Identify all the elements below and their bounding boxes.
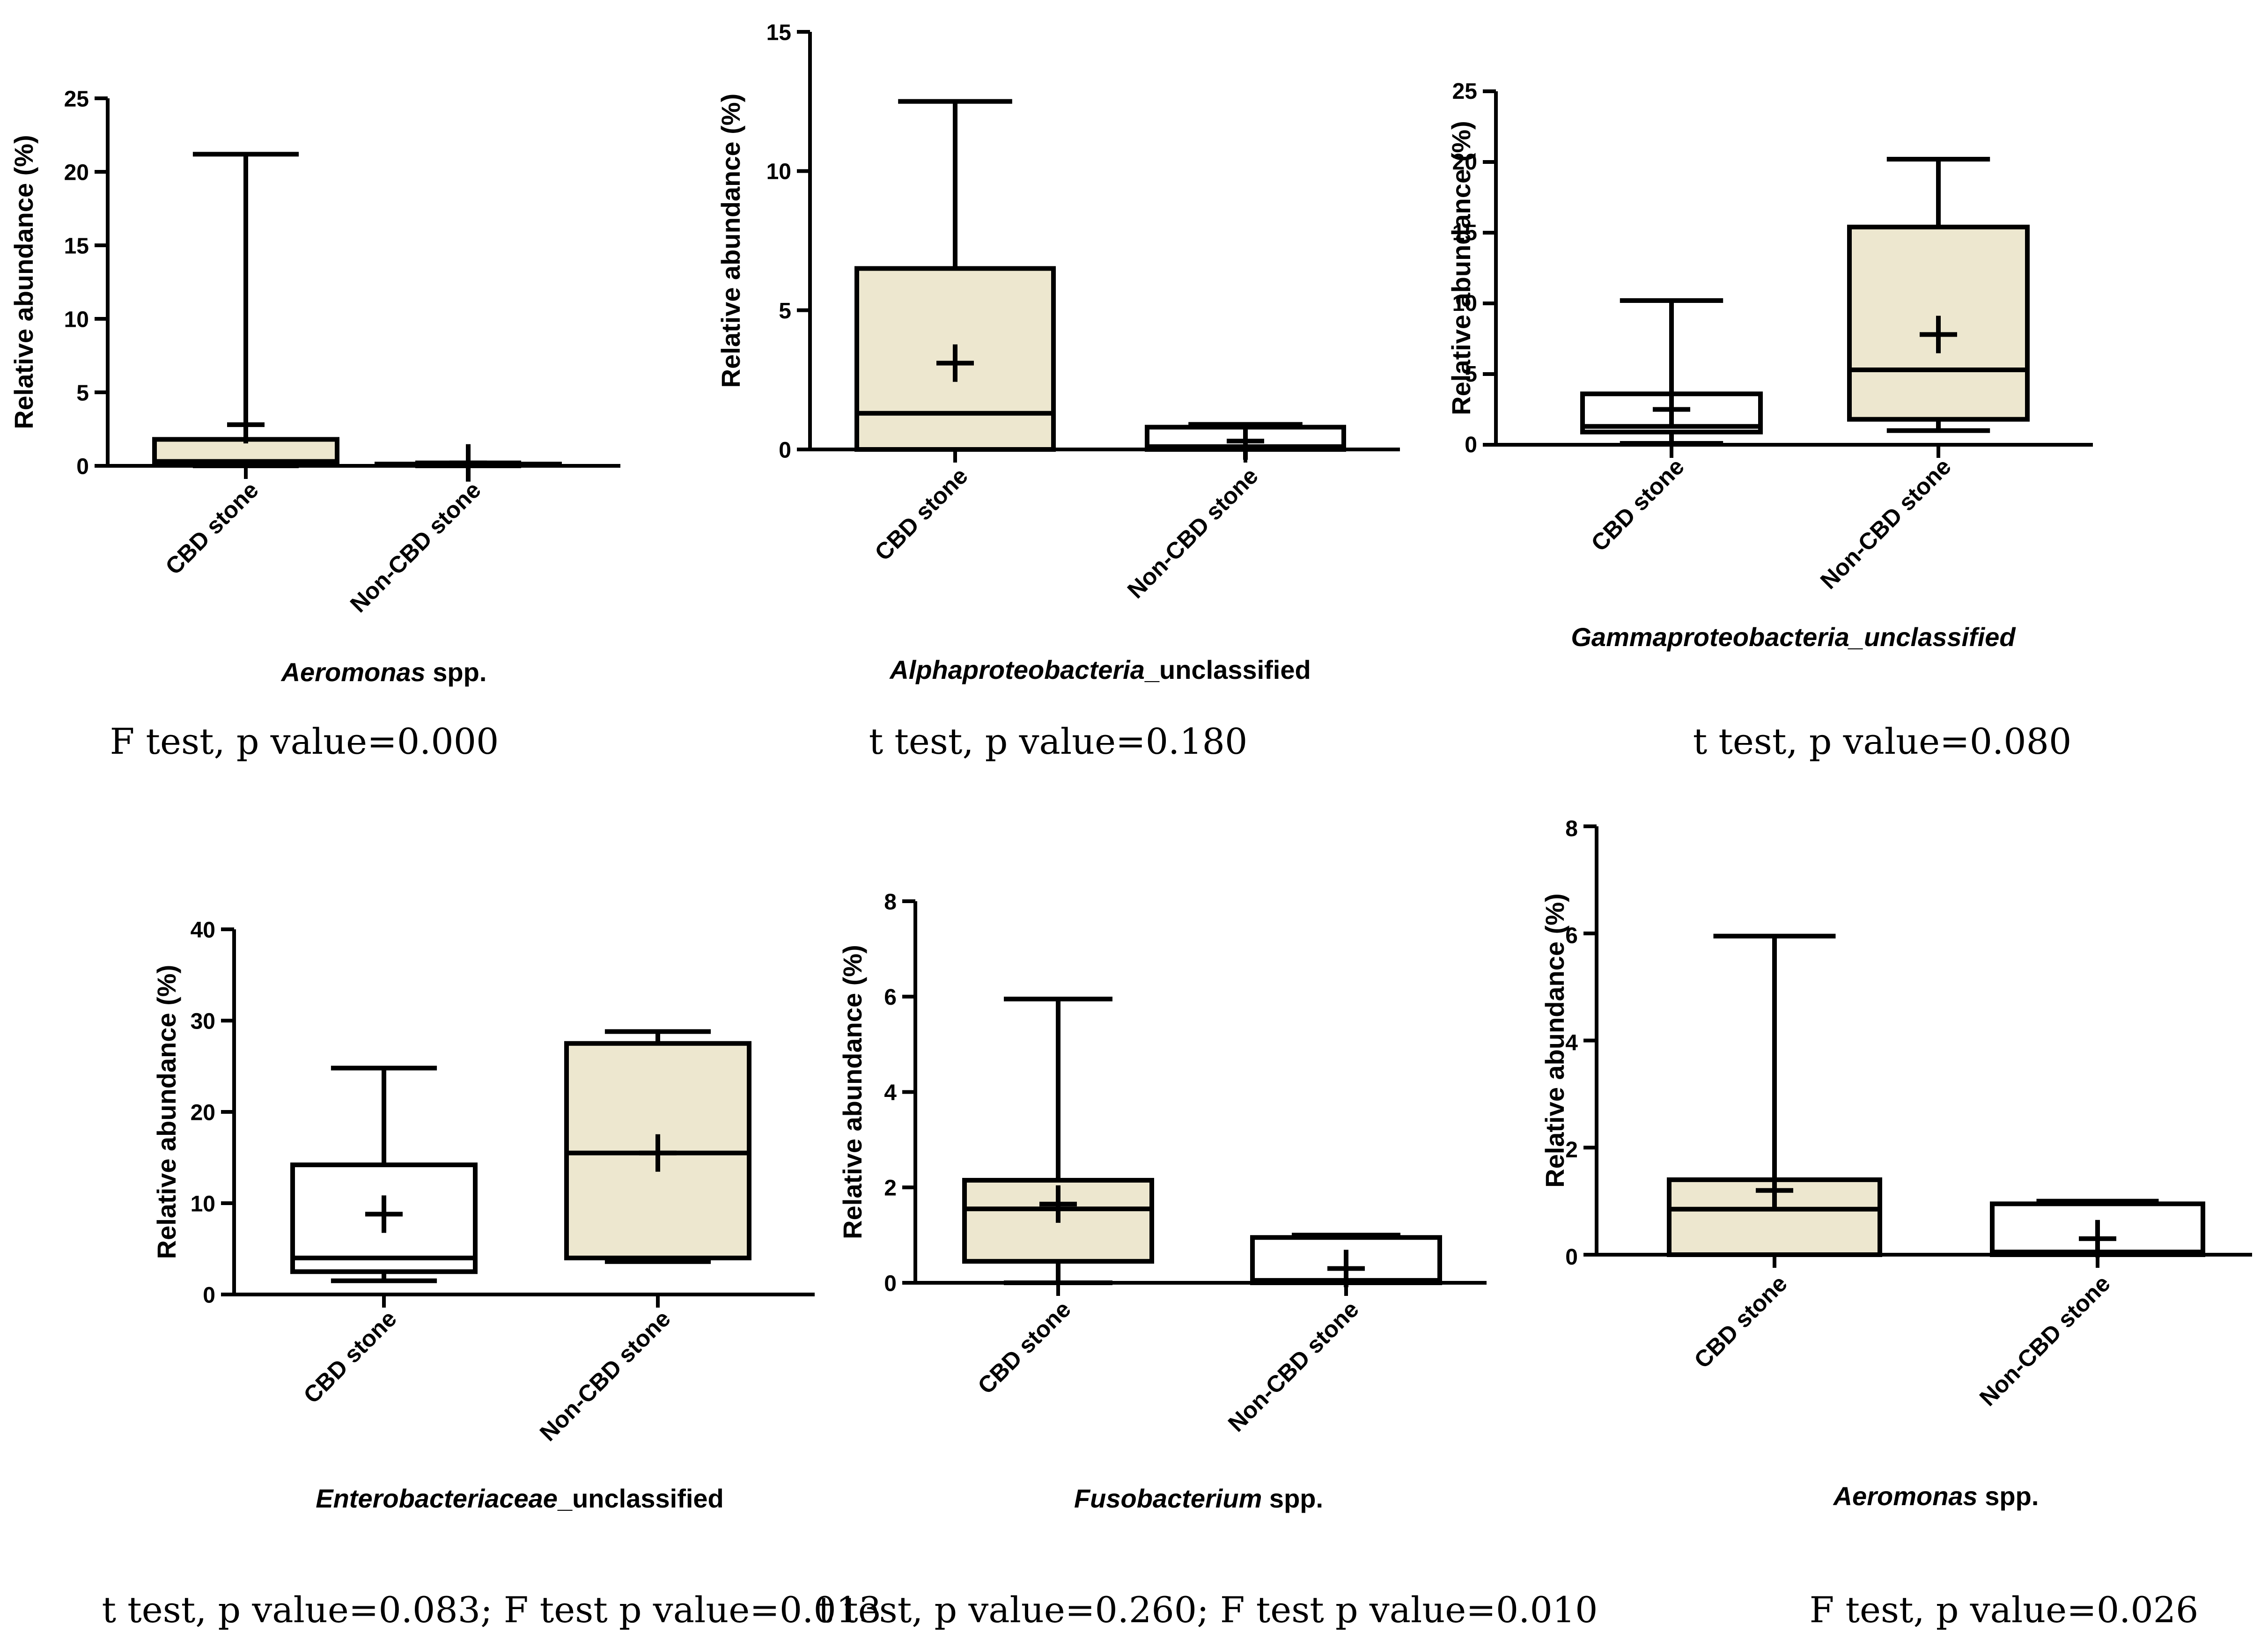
- chart-panel-6: 0 2 4 6 8 Relative abundance (%) CBD stone Non-…: [1540, 816, 2252, 1631]
- y-axis-label: Relative abundance (%): [9, 135, 38, 429]
- category-label: Non-CBD stone: [345, 477, 486, 618]
- y-tick-label: 10: [191, 1191, 215, 1216]
- category-label: Non-CBD stone: [1974, 1270, 2115, 1411]
- category-label: Non-CBD stone: [1223, 1296, 1364, 1437]
- chart-title: Fusobacterium spp.: [1074, 1484, 1323, 1513]
- y-tick-label: 0: [1565, 1245, 1578, 1270]
- chart-title-rest: spp.: [426, 657, 487, 687]
- y-tick-label: 10: [1452, 291, 1477, 316]
- chart-title: Aeromonas spp.: [280, 657, 487, 687]
- box-2: [1847, 156, 2030, 433]
- chart-title-italic: Aeromonas: [280, 657, 426, 687]
- category-label: CBD stone: [160, 477, 263, 580]
- y-tick-label: 0: [884, 1271, 897, 1296]
- chart-title: Aeromonas spp.: [1833, 1481, 2039, 1511]
- y-tick-label: 5: [779, 299, 791, 324]
- box-2: [375, 444, 562, 482]
- chart-title-italic: Alphaproteobacteria: [889, 655, 1145, 684]
- chart-title-italic: Fusobacterium: [1074, 1484, 1262, 1513]
- box-1: [854, 99, 1056, 452]
- category-label: Non-CBD stone: [1815, 453, 1956, 594]
- chart-title: Gammaproteobacteria_unclassified: [1571, 622, 2016, 652]
- box-2: [1145, 422, 1346, 460]
- box-2: [564, 1029, 751, 1264]
- y-tick-label: 5: [1465, 362, 1477, 387]
- chart-panel-2: 0 5 10 15 Relative abundance (%) CBD stone Non…: [716, 20, 1400, 762]
- chart-title-italic: Enterobacteriaceae: [316, 1484, 558, 1513]
- chart-title-rest: spp.: [1262, 1484, 1323, 1513]
- category-label: CBD stone: [1689, 1270, 1792, 1373]
- box-1: [152, 152, 339, 468]
- y-tick-label: 10: [766, 160, 791, 184]
- y-tick-label: 0: [203, 1283, 215, 1308]
- chart-title-rest: _unclassified: [557, 1484, 724, 1513]
- box-1: [962, 996, 1154, 1285]
- chart-panel-5: 0 2 4 6 8 Relative abundance (%) CBD stone Non-…: [818, 890, 1598, 1631]
- y-axis-label: Relative abundance (%): [838, 945, 867, 1239]
- stat-label: t test, p value=0.180: [869, 721, 1248, 762]
- y-tick-label: 40: [191, 918, 215, 942]
- y-tick-label: 20: [1452, 150, 1477, 175]
- y-tick-label: 15: [64, 234, 89, 258]
- y-tick-label: 4: [1565, 1030, 1578, 1055]
- y-tick-label: 25: [1452, 79, 1477, 104]
- chart-title: Enterobacteriaceae_unclassified: [316, 1484, 724, 1513]
- stat-label: t test, p value=0.080: [1693, 721, 2072, 762]
- category-label: CBD stone: [298, 1305, 401, 1408]
- chart-panel-4: 0 10 20 30 40 Relative abundance (%) CBD stone…: [102, 918, 881, 1631]
- y-tick-label: 0: [1465, 433, 1477, 457]
- y-tick-label: 30: [191, 1009, 215, 1034]
- category-label: CBD stone: [1586, 453, 1689, 556]
- chart-title-rest: spp.: [1978, 1481, 2039, 1511]
- y-tick-label: 2: [1565, 1138, 1578, 1162]
- chart-title-rest: _unclassified: [1144, 655, 1311, 684]
- y-axis-label: Relative abundance (%): [1540, 893, 1569, 1188]
- y-tick-label: 10: [64, 307, 89, 332]
- y-tick-label: 6: [884, 985, 897, 1010]
- y-axis-label: Relative abundance (%): [1446, 121, 1476, 415]
- y-tick-label: 8: [1565, 816, 1578, 841]
- y-tick-label: 20: [64, 160, 89, 185]
- chart-panel-1: 0 5 10 15 20 25 Relative abundance (%) CBD ston…: [9, 87, 620, 762]
- box-2: [1990, 1199, 2205, 1258]
- box-1: [1580, 298, 1763, 446]
- y-tick-label: 0: [76, 454, 89, 479]
- y-tick-label: 4: [884, 1081, 897, 1105]
- stat-label: t test, p value=0.083; F test p value=0.…: [102, 1589, 881, 1631]
- box-iqr: [290, 1162, 478, 1274]
- y-tick-label: 8: [884, 890, 897, 914]
- stat-label: F test, p value=0.026: [1810, 1589, 2199, 1631]
- category-label: CBD stone: [972, 1296, 1075, 1399]
- box-iqr: [854, 266, 1056, 452]
- y-tick-label: 5: [76, 381, 89, 405]
- y-axis-label: Relative abundance (%): [716, 94, 745, 388]
- y-tick-label: 15: [766, 20, 791, 45]
- chart-panel-3: 0 5 10 15 20 25 Relative abundance (%) CBD ston…: [1446, 79, 2093, 762]
- chart-title-italic: Aeromonas: [1833, 1481, 1978, 1511]
- chart-title-italic: Gammaproteobacteria_unclassified: [1571, 622, 2016, 652]
- y-axis-label: Relative abundance (%): [152, 965, 181, 1259]
- box-2: [1250, 1233, 1442, 1287]
- y-tick-label: 15: [1452, 221, 1477, 245]
- category-label: Non-CBD stone: [535, 1305, 676, 1446]
- category-label: Non-CBD stone: [1122, 463, 1263, 603]
- chart-title: Alphaproteobacteria_unclassified: [889, 655, 1311, 684]
- y-tick-label: 20: [191, 1100, 215, 1125]
- y-tick-label: 6: [1565, 924, 1578, 949]
- y-tick-label: 2: [884, 1176, 897, 1201]
- stat-label: t test, p value=0.260; F test p value=0.…: [818, 1589, 1598, 1631]
- stat-label: F test, p value=0.000: [110, 721, 499, 762]
- box-1: [1667, 934, 1882, 1257]
- y-tick-label: 0: [779, 438, 791, 463]
- box-1: [290, 1066, 478, 1283]
- category-label: CBD stone: [869, 463, 972, 566]
- y-tick-label: 25: [64, 87, 89, 111]
